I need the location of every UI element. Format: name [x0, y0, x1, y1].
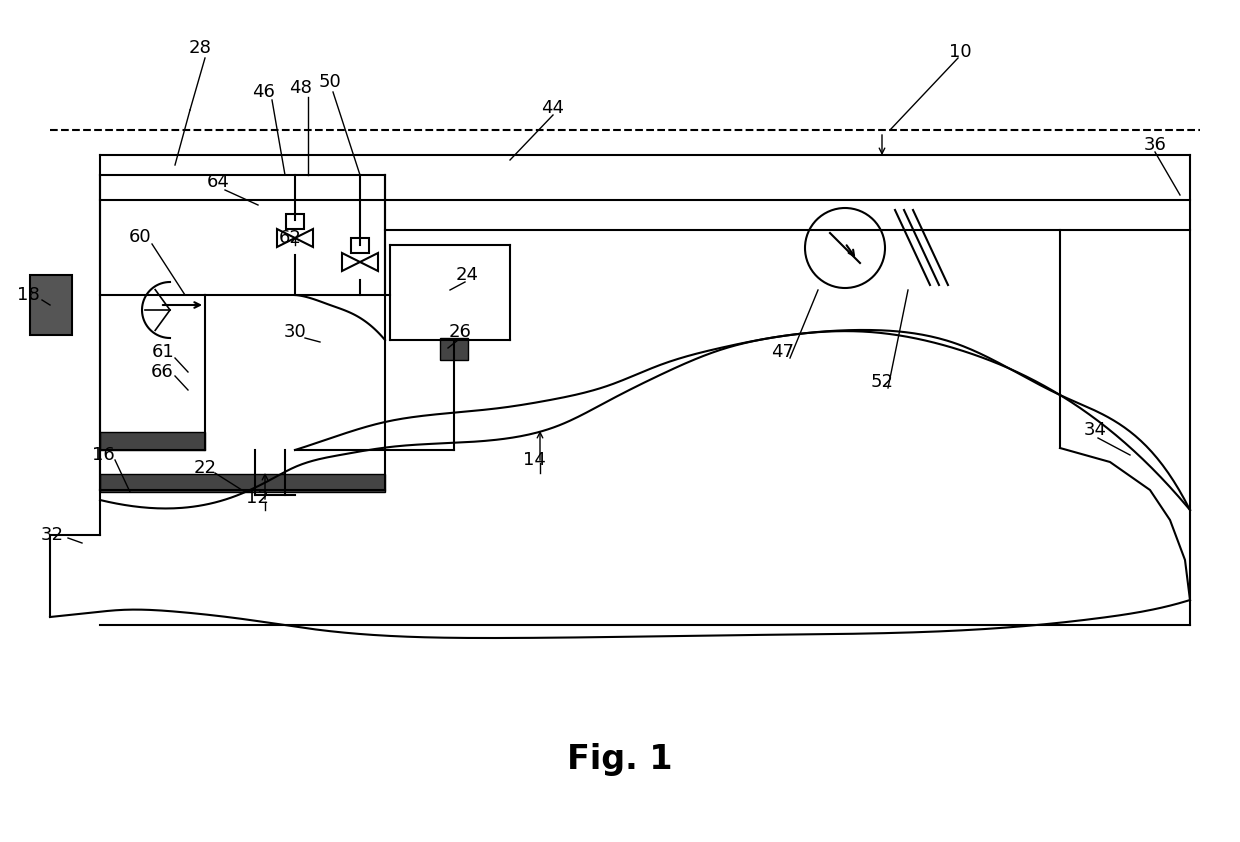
Text: 36: 36 [1143, 136, 1167, 154]
Text: 24: 24 [455, 266, 479, 284]
Text: 26: 26 [449, 323, 471, 341]
Text: 28: 28 [188, 39, 212, 57]
Text: 12: 12 [246, 489, 268, 507]
Text: 10: 10 [949, 43, 971, 61]
Text: 60: 60 [129, 228, 151, 246]
Bar [286, 214, 304, 229]
Text: 48: 48 [289, 79, 311, 97]
Text: 34: 34 [1084, 421, 1106, 439]
Text: 18: 18 [16, 286, 40, 304]
Bar [351, 238, 370, 253]
Text: 61: 61 [151, 343, 175, 361]
Text: 22: 22 [193, 459, 217, 477]
Text: 50: 50 [319, 73, 341, 91]
Text: 32: 32 [41, 526, 63, 544]
Bar [440, 338, 467, 360]
Text: 14: 14 [522, 451, 546, 469]
Bar [100, 432, 205, 450]
Text: 44: 44 [542, 99, 564, 117]
Text: 16: 16 [92, 446, 114, 464]
Text: 47: 47 [771, 343, 795, 361]
Text: Fig. 1: Fig. 1 [567, 743, 673, 776]
Bar [100, 474, 384, 492]
Text: 46: 46 [252, 83, 274, 101]
Text: 52: 52 [870, 373, 894, 391]
Bar [30, 275, 72, 335]
Text: 64: 64 [207, 173, 229, 191]
Text: 30: 30 [284, 323, 306, 341]
Text: 66: 66 [150, 363, 174, 381]
Text: 62: 62 [279, 229, 301, 247]
